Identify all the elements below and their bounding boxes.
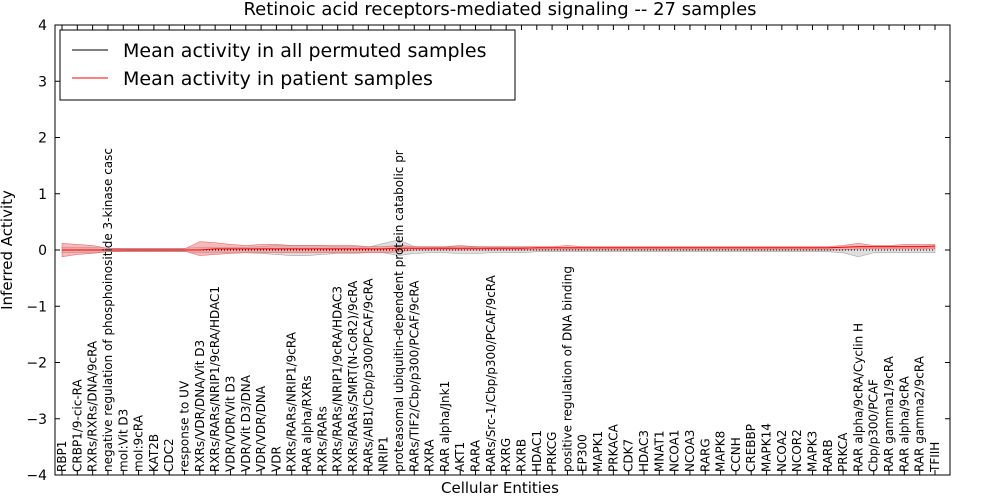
category-label: VDR/VDR/DNA: [254, 385, 268, 472]
category-label: PRKCG: [545, 432, 559, 472]
y-tick-label: −1: [26, 299, 47, 315]
x-axis-title: Cellular Entities: [441, 479, 559, 497]
category-label: KAT2B: [147, 434, 161, 472]
category-label: RXRs/RARs/NRIP1/9cRA/HDAC1: [208, 286, 222, 472]
category-label: MNAT1: [652, 430, 666, 472]
legend-label-patient: Mean activity in patient samples: [123, 68, 433, 90]
category-label: CRBP1/9-cic-RA: [70, 378, 84, 472]
category-label: MAPK1: [591, 431, 605, 472]
category-label: EP300: [576, 434, 590, 472]
category-label: TFIIH: [928, 442, 942, 473]
legend-label-permuted: Mean activity in all permuted samples: [123, 40, 486, 62]
category-label: MAPK14: [760, 423, 774, 472]
category-label: NCOA3: [683, 430, 697, 472]
category-label: VDR: [269, 446, 283, 472]
category-label: negative regulation of phosphoinositide …: [101, 148, 115, 472]
category-label: CCNH: [729, 437, 743, 472]
y-tick-label: −4: [26, 468, 47, 484]
y-tick-label: −3: [26, 412, 47, 428]
category-label: RXRA: [423, 439, 437, 472]
y-tick-label: 2: [38, 131, 47, 147]
category-label: proteasomal ubiquitin-dependent protein …: [392, 150, 406, 472]
series-lines: [62, 245, 936, 251]
category-label: PRKCA: [836, 432, 850, 472]
category-label: RBP1: [55, 441, 69, 472]
category-label: Cbp/p300/PCAF: [867, 379, 881, 472]
category-label: RAR gamma2/9cRA: [913, 355, 927, 472]
category-label: VDR/VDR/Vit D3: [223, 376, 237, 472]
category-label: moI:Vit D3: [116, 409, 130, 472]
category-labels: RBP1 CRBP1/9-cic-RA RXRs/RXRs/DNA/9cRA nega…: [55, 148, 942, 473]
y-tick-label: 0: [38, 243, 47, 259]
category-label: RXRs/RARs/NRIP1/9cRA: [285, 331, 299, 472]
category-label: HDAC1: [530, 430, 544, 472]
category-label: moI:9cRA: [132, 414, 146, 472]
y-tick-label: 4: [38, 18, 47, 34]
category-label: NRIP1: [377, 436, 391, 472]
category-label: RARA: [469, 439, 483, 472]
patient-mean-line: [62, 245, 936, 251]
category-label: RAR gamma1/9cRA: [882, 355, 896, 472]
category-label: RXRs/RARs/NRIP1/9cRA/HDAC3: [331, 286, 345, 472]
x-axis-ticks: [61, 25, 936, 475]
category-label: NCOR2: [790, 429, 804, 472]
category-label: RXRs/RXRs/DNA/9cRA: [86, 340, 100, 472]
category-label: RXRG: [499, 438, 513, 472]
y-axis-ticks: −4 −3 −2 −1 0 1 2 3 4: [26, 18, 950, 484]
category-label: RXRs/RARs/SMRT(N-CoR2)/9cRA: [346, 280, 360, 472]
category-label: RAR alpha/RXRs: [300, 375, 314, 472]
category-label: VDR/Vit D3/DNA: [239, 374, 253, 472]
category-label: RAR alpha/Jnk1: [438, 381, 452, 472]
category-label: NCOA2: [775, 430, 789, 472]
legend-box: [59, 29, 516, 101]
category-label: RXRs/RARs: [315, 406, 329, 472]
category-label: positive regulation of DNA binding: [560, 266, 574, 472]
patient-band: [61, 241, 936, 258]
category-label: PRKACA: [606, 423, 620, 472]
legend: Mean activity in all permuted samples Me…: [59, 29, 516, 101]
category-label: RARG: [698, 438, 712, 472]
category-label: RAR alpha/9cRA/Cyclin H: [851, 323, 865, 472]
y-tick-label: 3: [38, 74, 47, 90]
category-label: RAR alpha/9cRA: [897, 375, 911, 472]
chart-title: Retinoic acid receptors-mediated signali…: [243, 0, 756, 20]
category-label: RXRB: [514, 439, 528, 472]
category-label: CDC2: [162, 438, 176, 472]
category-label: RARs/Src-1/Cbp/p300/PCAF/9cRA: [484, 274, 498, 472]
category-label: CDK7: [622, 439, 636, 472]
category-label: RARB: [821, 439, 835, 472]
category-label: CREBBP: [744, 424, 758, 472]
category-label: RARs/TIF2/Cbp/p300/PCAF/9cRA: [407, 280, 421, 472]
category-label: NCOA1: [668, 430, 682, 472]
category-label: AKT1: [453, 442, 467, 472]
y-axis-title: Inferred Activity: [0, 190, 16, 310]
y-tick-label: 1: [38, 187, 47, 203]
category-label: HDAC3: [637, 430, 651, 472]
category-label: response to UV: [178, 380, 192, 472]
category-label: MAPK3: [805, 431, 819, 472]
category-label: MAPK8: [714, 431, 728, 472]
category-label: RXRs/VDR/DNA/Vit D3: [193, 340, 207, 472]
category-label: RARs/AIB1/Cbp/p300/PCAF/9cRA: [361, 278, 375, 472]
y-tick-label: −2: [26, 356, 47, 372]
